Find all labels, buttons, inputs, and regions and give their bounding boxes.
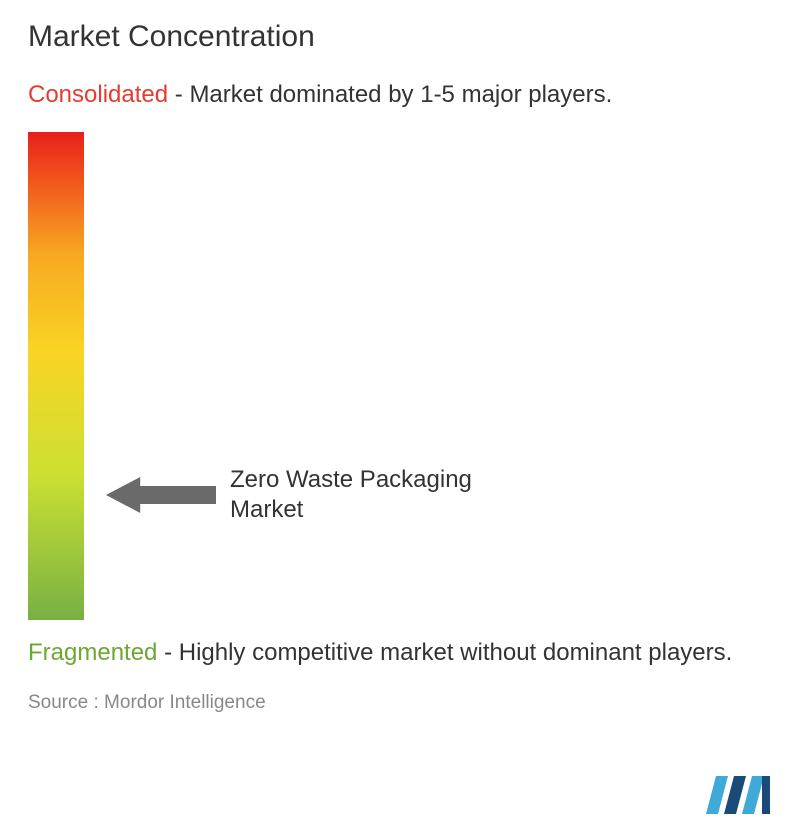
- mordor-logo-icon: [704, 770, 774, 818]
- consolidated-label: Consolidated: [28, 81, 168, 108]
- fragmented-text: - Highly competitive market without domi…: [157, 639, 732, 666]
- fragmented-description: Fragmented - Highly competitive market w…: [28, 638, 768, 668]
- page-title: Market Concentration: [28, 20, 768, 54]
- marker-label: Zero Waste Packaging Market: [230, 465, 510, 525]
- consolidated-text: - Market dominated by 1-5 major players.: [168, 81, 612, 108]
- source-prefix: Source :: [28, 692, 104, 713]
- arrow-left-icon: [106, 477, 216, 513]
- source-attribution: Source : Mordor Intelligence: [28, 692, 768, 714]
- fragmented-label: Fragmented: [28, 639, 157, 666]
- consolidated-description: Consolidated - Market dominated by 1-5 m…: [28, 80, 768, 110]
- source-name: Mordor Intelligence: [104, 692, 266, 713]
- concentration-scale: Zero Waste Packaging Market: [28, 132, 768, 620]
- gradient-bar: [28, 132, 84, 620]
- market-marker: Zero Waste Packaging Market: [106, 465, 510, 525]
